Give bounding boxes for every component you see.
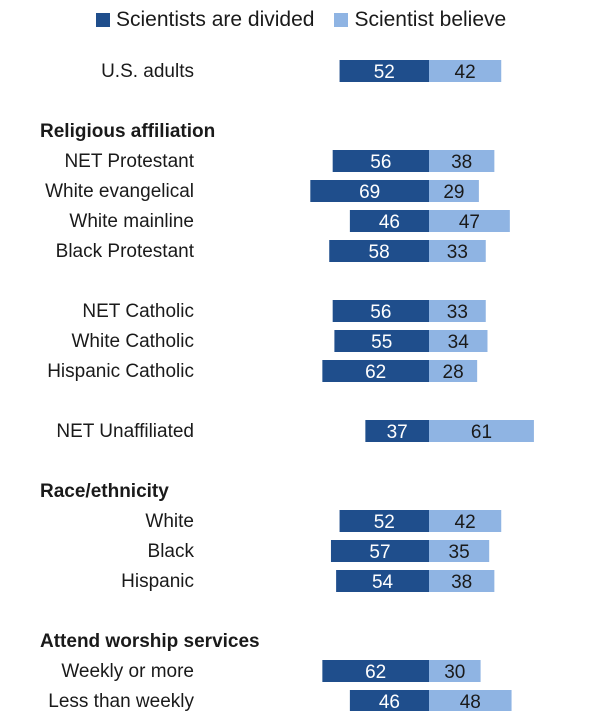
row-label-black: Black [148, 541, 195, 562]
row-label-weekly-or-more: Weekly or more [61, 661, 194, 682]
row-label-black-protestant: Black Protestant [56, 241, 195, 262]
bar-divided-white-evangelical [310, 180, 429, 202]
row-label-net-protestant: NET Protestant [64, 151, 194, 172]
row-label-net-unaffiliated: NET Unaffiliated [56, 421, 194, 442]
value-believe-white: 42 [455, 512, 476, 533]
legend: Scientists are divided Scientist believe [96, 8, 506, 32]
bar-divided-hispanic [336, 570, 429, 592]
row-label-white-mainline: White mainline [69, 211, 194, 232]
bar-believe-net-catholic [429, 300, 486, 322]
value-believe-u-s-adults: 42 [455, 62, 476, 83]
bar-divided-weekly-or-more [322, 660, 429, 682]
value-believe-net-unaffiliated: 61 [471, 422, 492, 443]
row-label-hispanic-catholic: Hispanic Catholic [47, 361, 194, 382]
value-believe-weekly-or-more: 30 [444, 662, 465, 683]
bar-divided-less-than-weekly [349, 690, 429, 711]
legend-swatch-believe [334, 13, 349, 27]
bar-believe-black [429, 540, 490, 562]
value-believe-hispanic-catholic: 28 [443, 362, 464, 383]
bar-believe-white [429, 510, 502, 532]
value-divided-u-s-adults: 52 [374, 62, 395, 83]
row-label-net-catholic: NET Catholic [82, 301, 194, 322]
value-believe-white-evangelical: 29 [443, 182, 464, 203]
bar-divided-net-unaffiliated [365, 420, 429, 442]
bar-believe-hispanic-catholic [429, 360, 478, 382]
row-label-white-catholic: White Catholic [72, 331, 195, 352]
bar-believe-less-than-weekly [429, 690, 512, 711]
bar-believe-hispanic [429, 570, 495, 592]
bar-divided-white-catholic [334, 330, 429, 352]
value-believe-less-than-weekly: 48 [460, 692, 481, 711]
bar-divided-u-s-adults [339, 60, 429, 82]
value-divided-hispanic-catholic: 62 [365, 362, 386, 383]
bar-believe-white-mainline [429, 210, 510, 232]
bar-believe-white-evangelical [429, 180, 479, 202]
legend-label-divided: Scientists are divided [116, 8, 315, 31]
row-label-white: White [145, 511, 194, 532]
value-divided-hispanic: 54 [372, 572, 394, 593]
bar-divided-white [339, 510, 429, 532]
row-label-less-than-weekly: Less than weekly [48, 691, 194, 711]
bar-believe-u-s-adults [429, 60, 502, 82]
bar-believe-net-unaffiliated [429, 420, 534, 442]
value-believe-hispanic: 38 [451, 572, 472, 593]
value-divided-white-catholic: 55 [371, 332, 392, 353]
bar-believe-net-protestant [429, 150, 495, 172]
bar-divided-net-catholic [332, 300, 429, 322]
legend-item-divided: Scientists are divided [96, 8, 314, 32]
value-believe-net-protestant: 38 [451, 152, 472, 173]
value-divided-black: 57 [369, 542, 390, 563]
bar-believe-white-catholic [429, 330, 488, 352]
value-believe-white-catholic: 34 [448, 332, 470, 353]
bar-believe-black-protestant [429, 240, 486, 262]
legend-item-believe: Scientist believe [334, 8, 506, 32]
value-divided-black-protestant: 58 [369, 242, 390, 263]
section-heading-religious-affiliation: Religious affiliation [40, 121, 215, 142]
section-heading-race-ethnicity: Race/ethnicity [40, 481, 169, 502]
bar-divided-black-protestant [329, 240, 429, 262]
bar-divided-hispanic-catholic [322, 360, 429, 382]
value-believe-black-protestant: 33 [447, 242, 468, 263]
section-heading-attend-worship-services: Attend worship services [40, 631, 260, 652]
value-believe-net-catholic: 33 [447, 302, 468, 323]
value-divided-net-protestant: 56 [370, 152, 391, 173]
row-label-hispanic: Hispanic [121, 571, 194, 592]
bar-believe-weekly-or-more [429, 660, 481, 682]
bar-divided-white-mainline [349, 210, 429, 232]
value-divided-net-catholic: 56 [370, 302, 391, 323]
row-label-u-s-adults: U.S. adults [101, 61, 194, 82]
value-divided-white-mainline: 46 [379, 212, 400, 233]
value-believe-black: 35 [449, 542, 470, 563]
value-divided-weekly-or-more: 62 [365, 662, 386, 683]
legend-swatch-divided [96, 13, 110, 27]
bar-divided-black [330, 540, 429, 562]
legend-label-believe: Scientist believe [354, 8, 507, 31]
bar-divided-net-protestant [332, 150, 429, 172]
value-divided-less-than-weekly: 46 [379, 692, 400, 711]
value-believe-white-mainline: 47 [459, 212, 480, 233]
value-divided-white-evangelical: 69 [359, 182, 380, 203]
value-divided-net-unaffiliated: 37 [387, 422, 408, 443]
value-divided-white: 52 [374, 512, 395, 533]
row-label-white-evangelical: White evangelical [45, 181, 194, 202]
